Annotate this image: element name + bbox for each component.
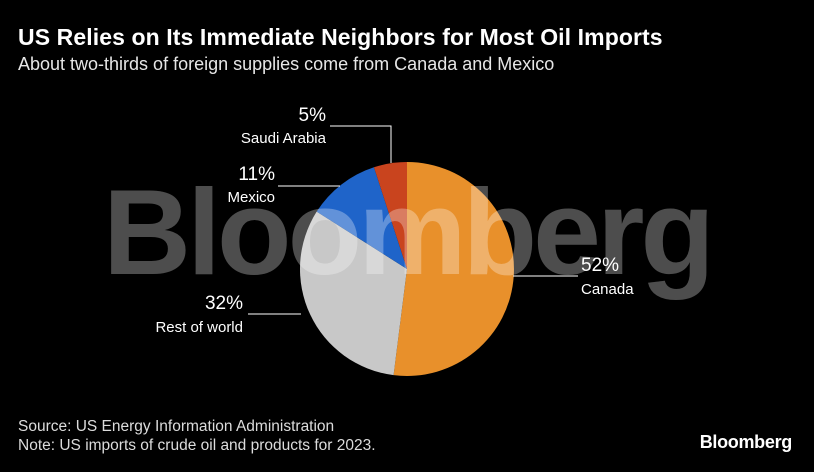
bloomberg-watermark: Bloomberg	[103, 164, 711, 300]
pie-slice-canada	[393, 162, 514, 376]
chart-title: US Relies on Its Immediate Neighbors for…	[18, 24, 663, 50]
chart-subtitle: About two-thirds of foreign supplies com…	[18, 54, 555, 74]
data-label-name-rest-of-world: Rest of world	[155, 319, 243, 336]
source-note: Source: US Energy Information Administra…	[18, 418, 335, 435]
data-label-value-rest-of-world: 32%	[205, 293, 243, 314]
data-label-name-saudi-arabia: Saudi Arabia	[241, 130, 327, 147]
pie-slice-saudi-arabia	[373, 162, 407, 269]
data-label-value-saudi-arabia: 5%	[299, 105, 327, 126]
data-label-name-canada: Canada	[581, 281, 634, 298]
pie-slice-rest-of-world	[300, 211, 407, 376]
bloomberg-logo: Bloomberg	[699, 432, 793, 452]
data-label-name-mexico: Mexico	[227, 189, 275, 206]
footnote: Note: US imports of crude oil and produc…	[18, 437, 376, 454]
data-label-value-canada: 52%	[581, 255, 619, 276]
pie-slice-mexico	[316, 167, 407, 269]
leader-line-saudi-arabia	[330, 125, 392, 163]
data-label-value-mexico: 11%	[238, 164, 275, 185]
